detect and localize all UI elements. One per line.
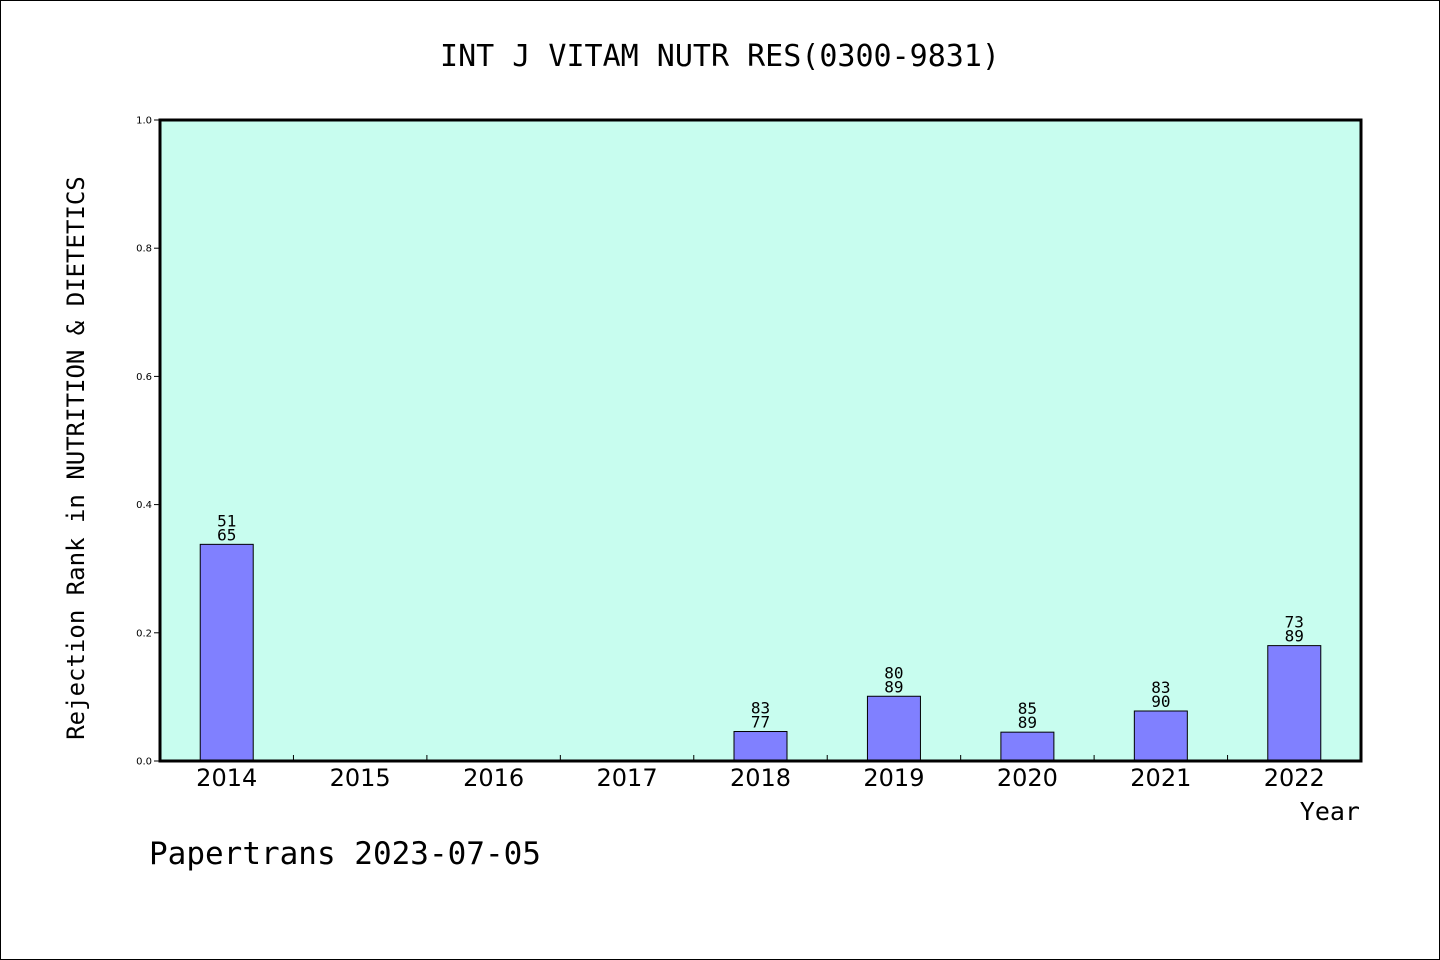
x-tick-label: 2017 [597, 764, 658, 792]
bar-label-top: 51 [217, 511, 236, 530]
bars [199, 543, 1322, 762]
x-axis: 2014 2015 2016 2017 2018 2019 2020 2021 2022 [196, 755, 1325, 792]
y-tick-label: 0.0 [136, 757, 152, 768]
x-tick-label: 2021 [1130, 764, 1191, 792]
bar-label-bottom: 90 [1151, 692, 1170, 711]
x-tick-label: 2015 [330, 764, 391, 792]
x-tick-label: 2018 [730, 764, 791, 792]
x-axis-label: Year [1300, 797, 1360, 826]
bar-label-top: 85 [1018, 699, 1037, 718]
bar-label-top: 80 [884, 663, 903, 682]
bar-label-bottom: 89 [884, 677, 903, 696]
y-tick-label: 0.8 [136, 244, 152, 255]
plot-area [158, 118, 1363, 763]
x-tick-label: 2019 [863, 764, 924, 792]
bar-label-bottom: 89 [1285, 627, 1304, 646]
bar-2019 [866, 695, 921, 762]
x-tick-label: 2020 [997, 764, 1058, 792]
bar-label-top: 73 [1285, 613, 1304, 632]
bar-2020 [1000, 731, 1055, 762]
y-axis: 0.0 0.2 0.4 0.6 0.8 1.0 [136, 116, 160, 768]
plot-area [158, 118, 1363, 763]
y-axis-label: Rejection Rank in NUTRITION & DIETETICS [62, 176, 90, 740]
bar-label-top: 83 [751, 699, 770, 718]
bar-label-bottom: 77 [751, 713, 770, 732]
x-tick-label: 2016 [463, 764, 524, 792]
y-tick-label: 0.4 [136, 500, 152, 511]
x-tick-label: 2022 [1264, 764, 1325, 792]
footer-text: Papertrans 2023-07-05 [149, 836, 541, 872]
bar-label-top: 83 [1151, 678, 1170, 697]
bar-label-bottom: 89 [1018, 713, 1037, 732]
bar-label-bottom: 65 [217, 525, 236, 544]
chart-title: INT J VITAM NUTR RES(0300-9831) [440, 39, 1000, 74]
bar-2021 [1133, 710, 1188, 762]
bar-2018 [733, 731, 788, 762]
x-tick-label: 2014 [196, 764, 257, 792]
bar-2022 [1267, 645, 1322, 762]
y-tick-label: 0.6 [136, 372, 152, 383]
bar-2014 [199, 543, 254, 762]
y-tick-label: 1.0 [136, 116, 152, 127]
y-tick-label: 0.2 [136, 628, 152, 639]
